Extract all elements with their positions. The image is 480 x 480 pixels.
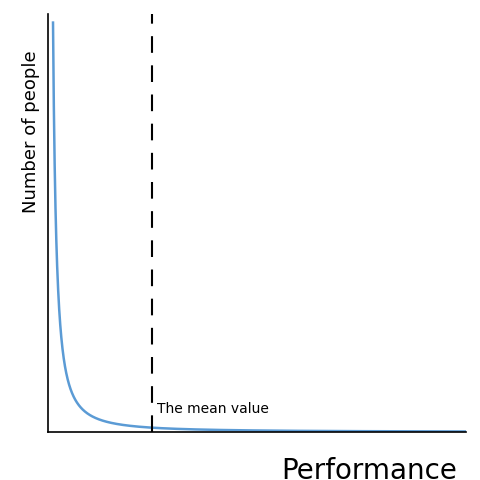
Text: Performance: Performance (281, 457, 457, 480)
Text: Number of people: Number of people (22, 50, 40, 213)
Text: The mean value: The mean value (156, 402, 268, 416)
